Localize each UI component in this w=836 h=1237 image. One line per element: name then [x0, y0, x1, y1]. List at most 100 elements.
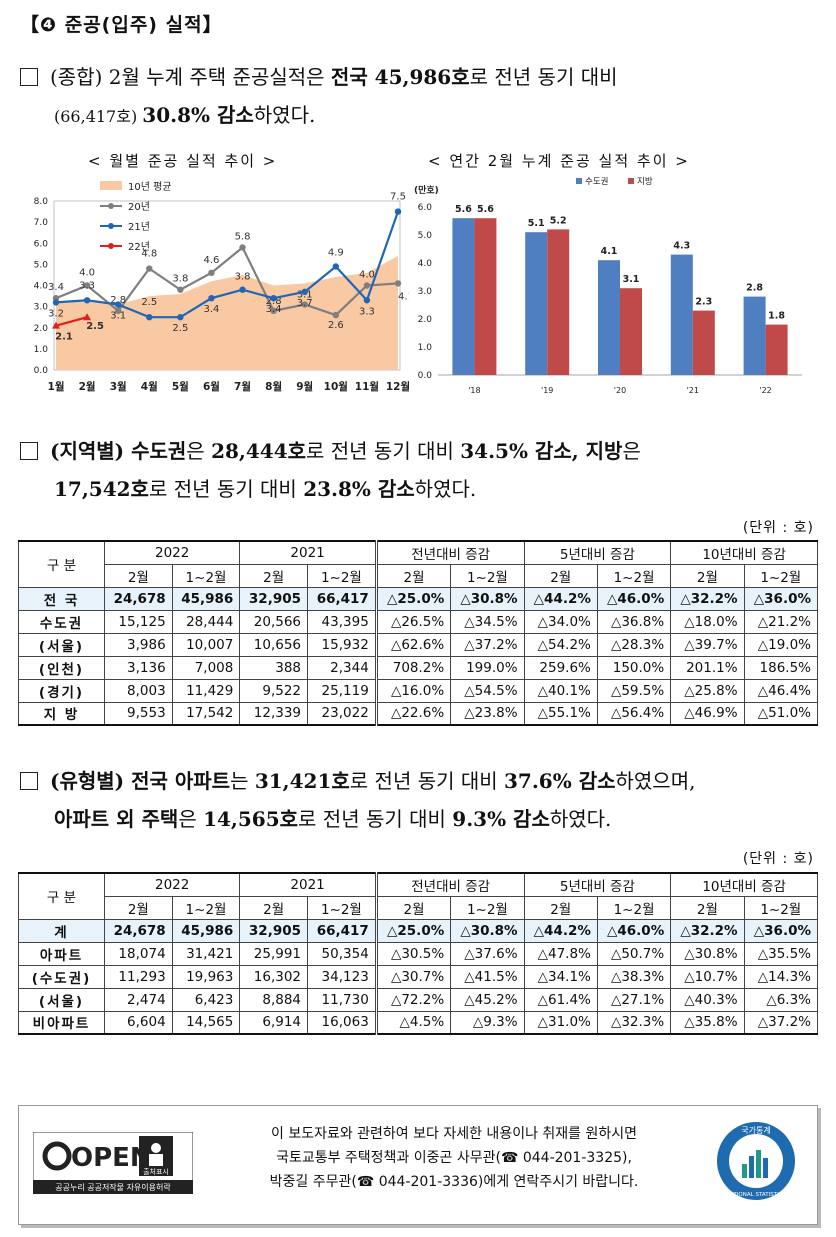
legend-label: 22년 [128, 241, 150, 253]
legend-marker [108, 243, 114, 249]
data-label: 3.4 [48, 282, 64, 293]
text-bold: (지역별) 수도권 [50, 439, 187, 463]
data-label: 2.1 [55, 332, 73, 343]
text-bold: 17,542호 [54, 477, 149, 501]
table-cell: △25.0% [374, 586, 452, 611]
table-cell: △27.1% [596, 987, 672, 1012]
table-cell: 10,656 [239, 632, 309, 657]
table-cell: 16,302 [239, 964, 309, 989]
header-feb: 2월 [670, 563, 745, 588]
table-cell: △56.4% [596, 701, 672, 726]
table-cell: △54.5% [450, 678, 525, 703]
table-cell: △26.5% [374, 609, 452, 634]
y-tick-label: 2.0 [418, 315, 433, 325]
header-janfeb: 1~2월 [171, 563, 241, 588]
table-cell: △23.8% [450, 701, 525, 726]
y-tick-label: 1.0 [418, 343, 433, 353]
bar-label: 5.2 [550, 215, 567, 226]
y-tick-label: 3.0 [418, 287, 433, 297]
table-cell: 6,914 [239, 1010, 309, 1035]
x-tick-label: '22 [759, 386, 771, 395]
header-2022: 2022 [103, 540, 241, 565]
series-line-20년 [55, 245, 399, 317]
table-cell: △32.3% [596, 1010, 672, 1035]
text-bold: 23.8% 감소 [303, 477, 415, 501]
series-point [52, 321, 60, 329]
x-tick-label: 5월 [172, 380, 189, 393]
legend-label: 수도권 [585, 176, 608, 187]
row-label: (서울) [18, 987, 105, 1012]
data-label: 4.6 [204, 255, 220, 266]
table-cell: 3,986 [104, 632, 173, 657]
table-cell: 17,542 [171, 701, 241, 726]
series-point [394, 208, 402, 215]
row-label: 전 국 [18, 586, 105, 611]
x-tick-label: 11월 [355, 380, 379, 393]
row-label: (서울) [18, 632, 105, 657]
text-bold: 아파트 외 주택 [54, 807, 179, 831]
table-cell: △4.5% [374, 1010, 452, 1035]
table-row: 지 방 9,553 17,542 12,339 23,022 △22.6% △23.8% △5… [18, 701, 819, 726]
table-cell: △51.0% [743, 701, 819, 726]
header-janfeb: 1~2월 [450, 563, 525, 588]
type-paragraph: (유형별) 전국 아파트는 31,421호로 전년 동기 대비 37.6% 감소… [20, 762, 820, 838]
table-cell: 19,963 [171, 964, 241, 989]
data-label: 3.7 [297, 298, 313, 309]
series-point [363, 297, 371, 304]
series-point [332, 263, 340, 270]
table-cell: △39.7% [670, 632, 745, 657]
table-cell: △30.7% [374, 964, 452, 989]
y-tick-label: 4.0 [418, 259, 433, 269]
text-bold: 전국 45,986호 [330, 65, 470, 89]
checkbox-bullet [20, 442, 38, 460]
table-cell: 25,119 [307, 678, 377, 703]
table-cell: △54.2% [523, 632, 598, 657]
x-tick-label: '21 [687, 386, 699, 395]
table-row: 아파트 18,074 31,421 25,991 50,354 △30.5% △37.6% △… [18, 941, 819, 966]
data-label: 3.2 [48, 308, 64, 319]
legend-label: 21년 [128, 221, 150, 233]
series-point [208, 294, 215, 302]
table-cell: △16.0% [374, 678, 452, 703]
row-label: 비아파트 [18, 1010, 105, 1035]
table-cell: 3,136 [104, 655, 173, 680]
row-label: 수도권 [18, 609, 105, 634]
header-feb: 2월 [374, 563, 452, 588]
header-janfeb: 1~2월 [596, 563, 672, 588]
table-cell: 7,008 [171, 655, 241, 680]
table-cell: △44.2% [523, 586, 598, 611]
open-logo-text: OPEN [71, 1143, 152, 1173]
header-janfeb: 1~2월 [307, 563, 377, 588]
national-statistics-logo: 국가통계 NATIONAL STATISTICS [717, 1122, 795, 1200]
open-license-logo: OPEN 출처표시 공공누리 공공저작물 자유이용허락 [33, 1132, 193, 1194]
legend-marker [108, 223, 114, 229]
table-cell: △32.2% [670, 918, 745, 943]
text-bold: 34.5% 감소, 지방 [460, 439, 623, 463]
series-point [270, 294, 277, 302]
y-tick-label: 5.0 [34, 260, 49, 270]
table-cell: △18.0% [670, 609, 745, 634]
y-tick-label: 0.0 [418, 371, 433, 381]
y-tick-label: 7.0 [34, 218, 49, 228]
table-cell: 708.2% [374, 655, 452, 680]
table-row: 전 국 24,678 45,986 32,905 66,417 △25.0% △30.8% △… [18, 586, 819, 611]
data-label: 7.5 [390, 192, 406, 203]
bar-label: 4.1 [601, 246, 618, 257]
table-cell: △46.0% [596, 918, 672, 943]
table-cell: △9.3% [450, 1010, 525, 1035]
table-cell: △36.0% [743, 918, 819, 943]
checkbox-bullet [20, 772, 38, 790]
person-icon [151, 1143, 161, 1153]
series-point [146, 265, 153, 272]
table-cell: △10.7% [670, 964, 745, 989]
header-feb: 2월 [523, 563, 598, 588]
x-tick-label: '19 [541, 386, 553, 395]
table-row: 계 24,678 45,986 32,905 66,417 △25.0% △30.8% △44… [18, 918, 819, 943]
stat-logo-sub: NATIONAL STATISTICS [726, 1192, 787, 1198]
y-tick-label: 6.0 [418, 203, 433, 213]
text-bold: 30.8% 감소 [142, 103, 254, 127]
annual-completion-chart: (만호) 0.0 1.0 2.0 3.0 4.0 5.0 6.0 5.6 5.6 '18 5.1 5.2… [414, 176, 802, 395]
table-cell: 18,074 [104, 941, 173, 966]
data-label: 3.8 [172, 274, 188, 285]
bar-label: 2.8 [746, 283, 763, 294]
